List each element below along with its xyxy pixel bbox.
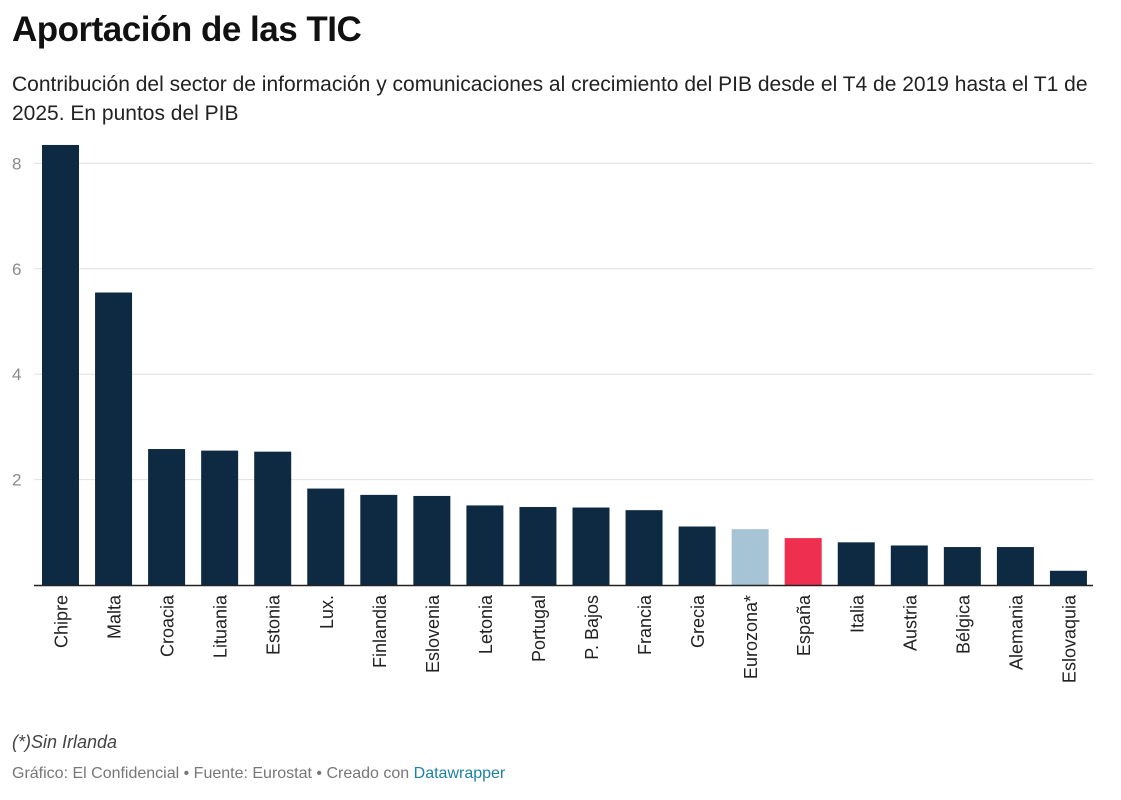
y-tick-label: 8: [12, 154, 21, 173]
footnote: (*)Sin Irlanda: [12, 732, 118, 752]
bar: [42, 144, 79, 585]
x-tick-label: Finlandia: [370, 594, 390, 668]
x-tick-label: Estonia: [264, 594, 284, 655]
bar: [625, 510, 663, 585]
x-tick-label: Italia: [847, 594, 867, 633]
x-tick-label: P. Bajos: [582, 595, 602, 660]
bar: [95, 292, 133, 585]
y-tick-label: 6: [12, 260, 21, 279]
x-tick-label: Eurozona*: [741, 595, 761, 679]
x-tick-label: España: [794, 594, 814, 656]
bar: [678, 526, 716, 585]
bar-chart: 2 4 6 8 Chipre Malta Croacia Lituania Estonia Lux…: [12, 144, 1093, 683]
bar: [1049, 570, 1087, 585]
bar: [254, 451, 292, 585]
x-tick-label: Letonia: [476, 594, 496, 654]
x-tick-label: Eslovenia: [423, 594, 443, 673]
bar: [572, 507, 610, 585]
bar: [360, 494, 398, 585]
x-tick-label: Austria: [900, 594, 920, 651]
x-tick-label: Eslovaquia: [1059, 594, 1079, 683]
credits-footer: Gráfico: El Confidencial • Fuente: Euros…: [12, 765, 505, 783]
chart-subtitle: Contribución del sector de información y…: [12, 73, 1088, 125]
y-tick-label: 4: [12, 365, 21, 384]
bar: [996, 547, 1034, 585]
x-tick-label: Grecia: [688, 594, 708, 648]
x-tick-label: Lux.: [317, 595, 337, 629]
bar: [307, 488, 345, 585]
bar: [784, 538, 822, 585]
bar: [837, 542, 875, 585]
bar: [201, 450, 239, 585]
x-tick-label: Alemania: [1006, 594, 1026, 670]
bar: [413, 495, 451, 585]
bar: [519, 507, 557, 585]
x-tick-label: Francia: [635, 594, 655, 655]
x-tick-label: Chipre: [52, 595, 72, 648]
x-tick-label: Lituania: [211, 594, 231, 658]
x-tick-label: Croacia: [158, 594, 178, 657]
x-tick-label: Malta: [105, 594, 125, 639]
credits-text: Gráfico: El Confidencial • Fuente: Euros…: [12, 765, 410, 782]
chart-title: Aportación de las TIC: [12, 10, 362, 49]
x-tick-label: Portugal: [529, 595, 549, 662]
bar: [890, 545, 928, 585]
datawrapper-link[interactable]: Datawrapper: [413, 765, 506, 782]
bar: [943, 547, 981, 585]
y-tick-label: 2: [12, 471, 21, 490]
bar: [466, 505, 504, 585]
bar: [148, 449, 186, 585]
x-tick-label: Bélgica: [953, 594, 973, 654]
bar: [731, 529, 769, 585]
